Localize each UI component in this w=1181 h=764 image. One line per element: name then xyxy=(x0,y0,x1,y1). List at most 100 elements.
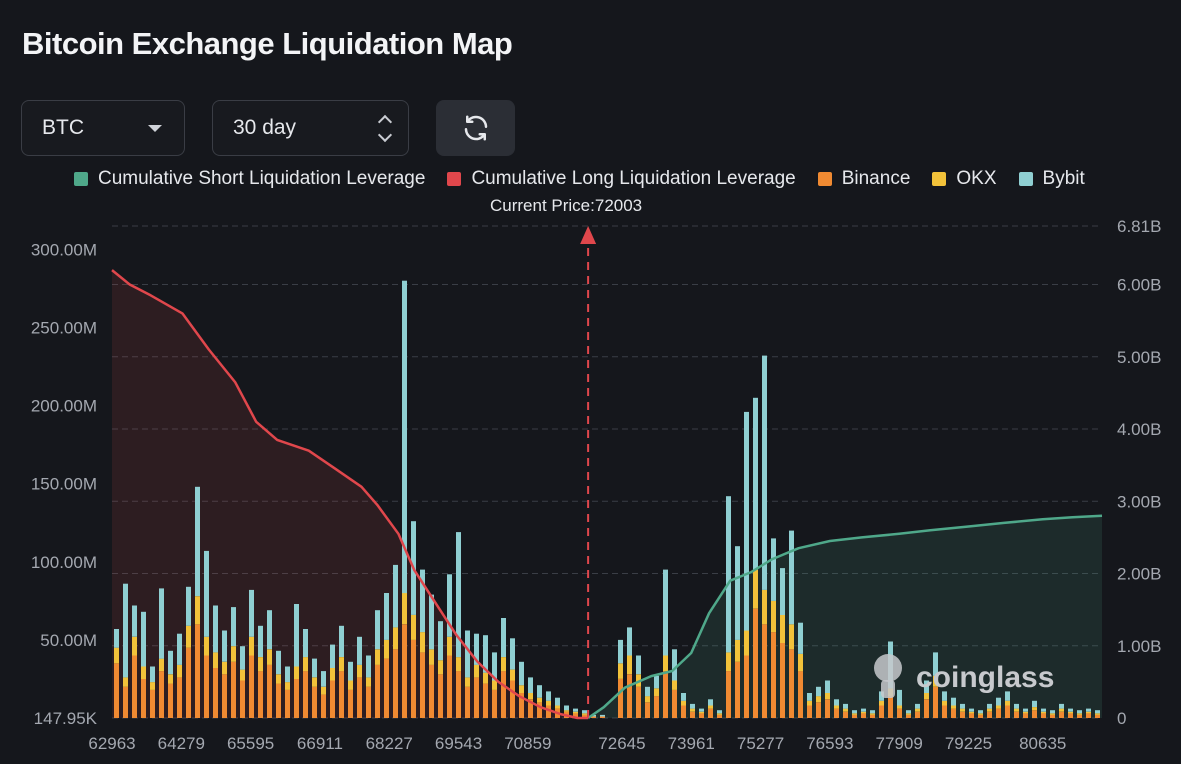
legend-item-bybit[interactable]: Bybit xyxy=(1018,168,1085,190)
bar-stack xyxy=(168,650,173,718)
bar-binance xyxy=(510,680,515,718)
bar-bybit xyxy=(1032,700,1037,707)
bar-okx xyxy=(159,658,164,672)
bar-okx xyxy=(870,713,875,715)
bar-stack xyxy=(519,661,524,718)
bar-stack xyxy=(1050,710,1055,718)
bar-bybit xyxy=(1068,708,1073,712)
bar-binance xyxy=(276,683,281,718)
bar-stack xyxy=(1086,708,1091,718)
bar-bybit xyxy=(168,650,173,675)
bar-binance xyxy=(474,677,479,718)
bar-okx xyxy=(1005,700,1010,706)
bar-binance xyxy=(726,671,731,718)
bar-binance xyxy=(537,702,542,718)
bar-binance xyxy=(987,711,992,718)
x-axis-tick-label: 64279 xyxy=(158,734,205,753)
bar-bybit xyxy=(762,355,767,590)
bar-binance xyxy=(870,714,875,718)
bar-okx xyxy=(789,624,794,650)
bar-bybit xyxy=(942,691,947,701)
bar-bybit xyxy=(807,693,812,701)
bar-okx xyxy=(798,654,803,672)
right-axis-tick-label: 4.00B xyxy=(1117,420,1161,439)
legend-item-short[interactable]: Cumulative Short Liquidation Leverage xyxy=(74,168,425,190)
bar-okx xyxy=(222,661,227,675)
legend-item-binance[interactable]: Binance xyxy=(817,168,911,190)
bar-okx xyxy=(150,682,155,690)
bar-binance xyxy=(654,696,659,718)
bar-stack xyxy=(726,496,731,718)
bar-okx xyxy=(987,708,992,712)
bar-bybit xyxy=(519,661,524,686)
bar-binance xyxy=(1041,713,1046,718)
bar-binance xyxy=(789,649,794,718)
bar-stack xyxy=(978,710,983,718)
bar-stack xyxy=(681,693,686,718)
bar-binance xyxy=(366,686,371,718)
bar-bybit xyxy=(384,593,389,640)
bar-bybit xyxy=(771,538,776,601)
bar-okx xyxy=(231,646,236,662)
bar-stack xyxy=(159,588,164,718)
bar-stack xyxy=(1041,708,1046,718)
x-axis-tick-label: 69543 xyxy=(435,734,482,753)
bar-bybit xyxy=(906,710,911,714)
period-select[interactable]: 30 day xyxy=(212,100,409,156)
bar-okx xyxy=(1050,713,1055,715)
x-axis-tick-label: 65595 xyxy=(227,734,274,753)
bar-binance xyxy=(177,677,182,718)
bar-bybit xyxy=(465,630,470,678)
chart-legend: Cumulative Short Liquidation Leverage Cu… xyxy=(74,168,1107,190)
bar-okx xyxy=(933,675,938,687)
x-axis-tick-label: 79225 xyxy=(945,734,992,753)
right-axis-tick-label: 6.00B xyxy=(1117,276,1161,295)
bar-binance xyxy=(249,655,254,718)
legend-item-long[interactable]: Cumulative Long Liquidation Leverage xyxy=(447,168,796,190)
bar-okx xyxy=(582,713,587,715)
bar-bybit xyxy=(429,594,434,650)
bar-stack xyxy=(618,639,623,718)
bar-bybit xyxy=(132,605,137,637)
bar-stack xyxy=(753,397,758,718)
bar-binance xyxy=(222,674,227,718)
bar-okx xyxy=(672,680,677,690)
bar-bybit xyxy=(852,710,857,714)
bar-stack xyxy=(258,625,263,718)
bar-bybit xyxy=(933,652,938,676)
bar-binance xyxy=(258,671,263,718)
bar-binance xyxy=(681,705,686,718)
legend-item-okx[interactable]: OKX xyxy=(932,168,997,190)
bar-binance xyxy=(195,624,200,718)
bar-okx xyxy=(735,639,740,662)
bar-okx xyxy=(213,652,218,668)
bar-stack xyxy=(780,568,785,718)
bar-stack xyxy=(240,646,245,718)
refresh-button[interactable] xyxy=(436,100,515,156)
bar-stack xyxy=(654,675,659,718)
bar-binance xyxy=(780,643,785,718)
bar-bybit xyxy=(114,629,119,648)
bar-binance xyxy=(708,708,713,718)
bar-okx xyxy=(699,711,704,714)
bar-bybit xyxy=(447,574,452,637)
bar-stack xyxy=(510,638,515,718)
symbol-select[interactable]: BTC xyxy=(21,100,185,156)
bar-binance xyxy=(1095,714,1100,718)
bar-okx xyxy=(645,696,650,703)
bar-stack xyxy=(528,677,533,718)
left-axis-tick-label: 250.00M xyxy=(31,319,97,338)
bar-okx xyxy=(906,713,911,715)
bar-binance xyxy=(834,708,839,718)
bar-stack xyxy=(294,604,299,718)
bar-stack xyxy=(879,691,884,718)
legend-label: Binance xyxy=(841,168,911,189)
bar-okx xyxy=(420,632,425,653)
bar-binance xyxy=(420,652,425,718)
bar-stack xyxy=(915,703,920,718)
bar-bybit xyxy=(375,610,380,650)
bar-stack xyxy=(834,699,839,718)
bar-bybit xyxy=(780,568,785,615)
bar-binance xyxy=(141,679,146,718)
